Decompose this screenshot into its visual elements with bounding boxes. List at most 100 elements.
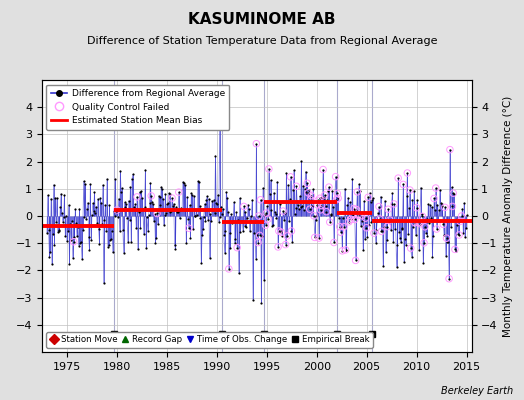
Point: [401, 236, 409, 243]
Point: [135, 209, 143, 216]
Point: [414, 219, 422, 226]
Point: [321, 192, 329, 198]
Point: [370, 218, 379, 224]
Point: [390, 201, 398, 207]
Point: [180, 179, 188, 186]
Point: [417, 184, 425, 191]
Point: [456, 218, 464, 225]
Point: [95, 241, 104, 247]
Point: [190, 193, 198, 199]
Point: [439, 221, 447, 228]
Point: [245, 206, 253, 212]
Point: [438, 203, 446, 210]
Point: [407, 245, 415, 251]
Point: [403, 170, 411, 176]
Point: [156, 202, 165, 208]
Point: [319, 166, 328, 173]
Point: [150, 211, 159, 218]
Point: [262, 210, 270, 216]
Point: [352, 257, 360, 264]
Point: [205, 255, 214, 261]
Point: [46, 249, 54, 255]
Point: [83, 206, 91, 212]
Point: [146, 180, 155, 186]
Point: [283, 233, 291, 239]
Point: [220, 232, 228, 238]
Point: [154, 221, 162, 228]
Point: [292, 183, 301, 190]
Point: [431, 207, 439, 214]
Point: [411, 220, 419, 226]
Point: [423, 232, 432, 239]
Point: [384, 206, 392, 212]
Point: [71, 206, 80, 212]
Point: [169, 203, 177, 210]
Point: [457, 213, 466, 219]
Point: [273, 179, 281, 185]
Point: [372, 239, 380, 246]
Point: [143, 214, 151, 221]
Point: [387, 201, 396, 207]
Point: [420, 240, 428, 246]
Point: [314, 197, 322, 204]
Point: [168, 195, 176, 201]
Point: [308, 202, 316, 209]
Point: [320, 194, 328, 201]
Point: [66, 221, 74, 227]
Legend: Station Move, Record Gap, Time of Obs. Change, Empirical Break: Station Move, Record Gap, Time of Obs. C…: [46, 332, 373, 348]
Point: [315, 235, 323, 241]
Point: [428, 203, 436, 210]
Point: [383, 237, 391, 244]
Point: [307, 196, 315, 203]
Point: [380, 198, 389, 204]
Point: [197, 260, 205, 266]
Point: [296, 193, 304, 200]
Point: [283, 233, 291, 239]
Point: [49, 182, 58, 188]
Point: [229, 218, 237, 224]
Point: [190, 212, 199, 219]
Point: [384, 206, 392, 212]
Point: [224, 208, 232, 215]
Point: [168, 195, 176, 201]
Point: [393, 242, 401, 248]
Point: [375, 203, 383, 210]
Point: [383, 223, 391, 230]
Point: [321, 203, 330, 210]
Point: [376, 216, 384, 222]
Point: [270, 190, 278, 196]
Point: [118, 227, 127, 233]
Point: [366, 198, 375, 205]
Point: [402, 193, 411, 199]
Point: [111, 212, 119, 219]
Point: [238, 218, 246, 224]
Point: [303, 180, 311, 186]
Point: [166, 209, 174, 216]
Point: [206, 211, 215, 218]
Point: [305, 186, 313, 193]
Point: [90, 208, 98, 214]
Point: [421, 230, 430, 236]
Point: [310, 213, 318, 219]
Point: [184, 225, 193, 231]
Point: [266, 191, 274, 197]
Point: [176, 215, 184, 222]
Point: [209, 207, 217, 214]
Point: [317, 202, 325, 209]
Point: [203, 193, 211, 200]
Point: [181, 182, 190, 188]
Point: [316, 207, 325, 213]
Point: [436, 187, 444, 194]
Point: [223, 195, 231, 201]
Point: [370, 230, 378, 236]
Point: [58, 210, 66, 216]
Point: [267, 207, 276, 214]
Point: [131, 201, 139, 207]
Point: [121, 199, 129, 206]
Point: [73, 233, 81, 239]
Point: [243, 215, 252, 222]
Point: [298, 203, 307, 209]
Point: [274, 244, 282, 250]
Point: [198, 232, 206, 238]
Point: [403, 170, 411, 176]
